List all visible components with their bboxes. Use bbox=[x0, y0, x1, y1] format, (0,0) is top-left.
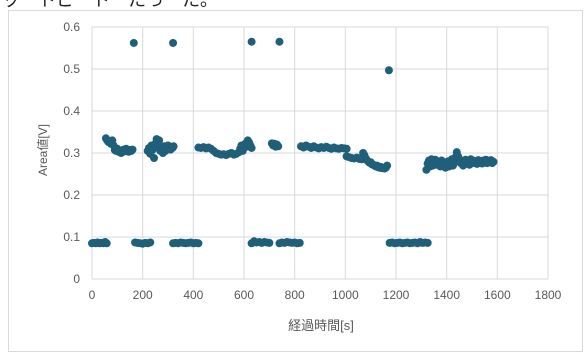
y-tick-label: 0.6 bbox=[63, 20, 80, 34]
y-tick-label: 0.5 bbox=[63, 62, 80, 76]
x-axis-ticks: 0 200 400 600 800 1000 1200 1400 1600 1800 bbox=[89, 288, 562, 302]
data-points bbox=[88, 37, 498, 248]
data-point bbox=[194, 239, 203, 248]
scatter-chart: 0 0.1 0.2 0.3 0.4 0.5 0.6 0 200 400 600 800 1000 120… bbox=[35, 20, 562, 333]
x-tick-label: 1400 bbox=[433, 288, 460, 302]
data-point bbox=[383, 161, 392, 170]
data-point bbox=[129, 38, 138, 47]
data-point bbox=[275, 37, 284, 46]
data-point bbox=[155, 136, 164, 145]
x-tick-label: 800 bbox=[285, 288, 305, 302]
partial-caption-text: ッ トピ ト たっ た。 bbox=[2, 0, 218, 10]
x-tick-label: 1000 bbox=[332, 288, 359, 302]
data-point bbox=[169, 38, 178, 47]
chart-container: 0 0.1 0.2 0.3 0.4 0.5 0.6 0 200 400 600 800 1000 120… bbox=[8, 10, 583, 352]
y-tick-label: 0.2 bbox=[63, 188, 80, 202]
data-point bbox=[146, 238, 155, 247]
x-tick-label: 600 bbox=[234, 288, 254, 302]
x-tick-label: 0 bbox=[89, 288, 96, 302]
data-point bbox=[265, 238, 274, 247]
data-point bbox=[247, 143, 256, 152]
data-point bbox=[489, 157, 498, 166]
data-point bbox=[169, 142, 178, 151]
y-tick-label: 0.3 bbox=[63, 146, 80, 160]
data-point bbox=[342, 144, 351, 153]
data-point bbox=[247, 37, 256, 46]
x-tick-label: 1800 bbox=[535, 288, 562, 302]
data-point bbox=[423, 238, 432, 247]
y-axis-label: Area値[V] bbox=[35, 124, 50, 176]
y-tick-label: 0.1 bbox=[63, 230, 80, 244]
data-point bbox=[384, 66, 393, 75]
x-tick-label: 1200 bbox=[383, 288, 410, 302]
y-tick-label: 0 bbox=[73, 272, 80, 286]
x-tick-label: 1600 bbox=[484, 288, 511, 302]
y-tick-label: 0.4 bbox=[63, 104, 80, 118]
x-tick-label: 400 bbox=[183, 288, 203, 302]
data-point bbox=[274, 142, 283, 151]
data-point bbox=[295, 238, 304, 247]
x-axis-label: 経過時間[s] bbox=[288, 318, 354, 333]
data-point bbox=[128, 145, 137, 154]
data-point bbox=[150, 154, 159, 163]
x-tick-label: 200 bbox=[133, 288, 153, 302]
data-point bbox=[102, 239, 111, 248]
y-axis-ticks: 0 0.1 0.2 0.3 0.4 0.5 0.6 bbox=[63, 20, 80, 286]
